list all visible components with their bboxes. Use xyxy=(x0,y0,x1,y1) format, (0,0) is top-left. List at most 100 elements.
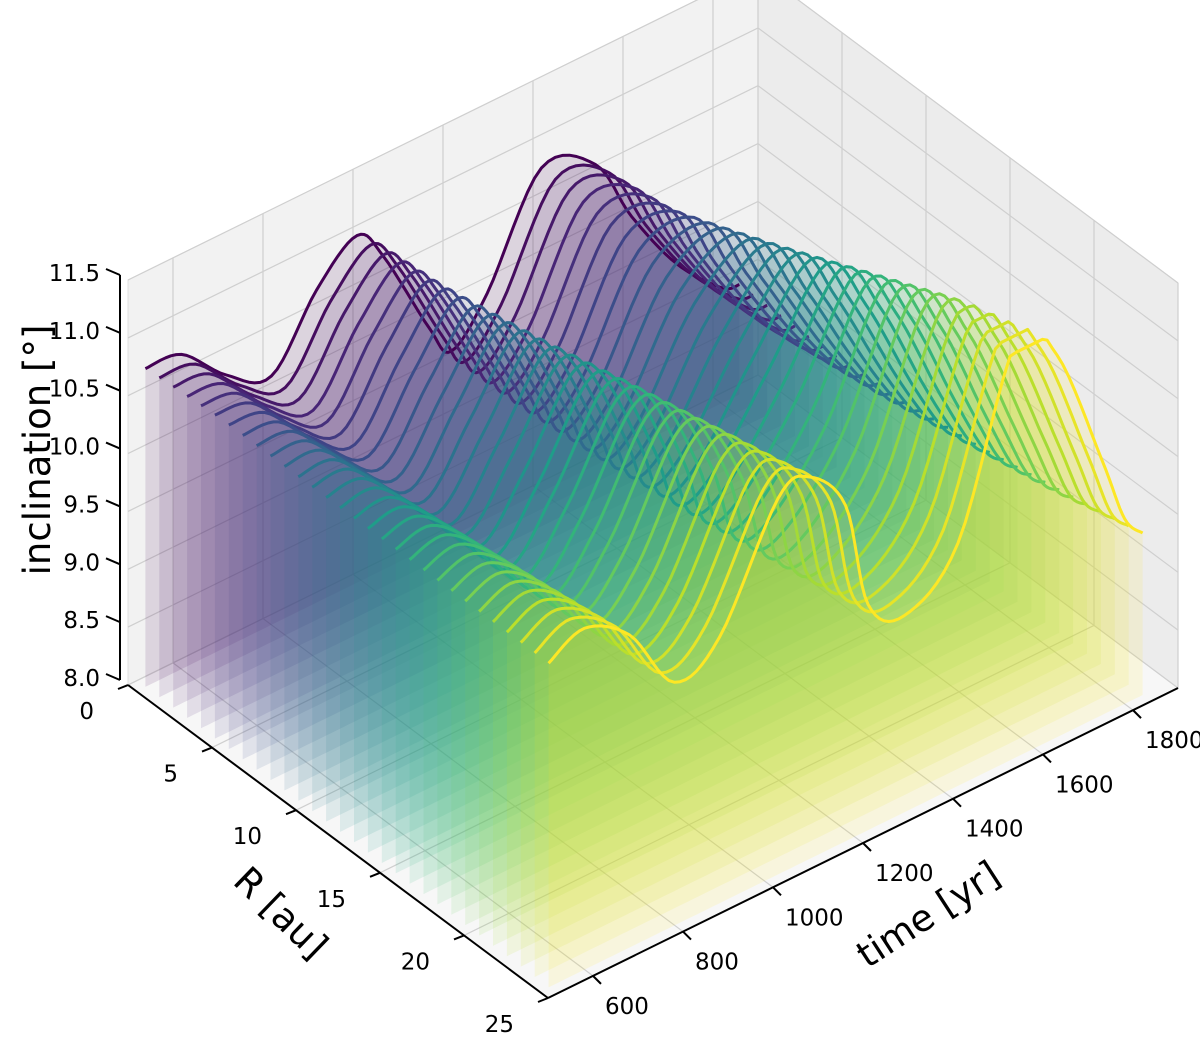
curtain-5 xyxy=(214,203,809,739)
y-tick-label-2: 10 xyxy=(233,824,262,850)
series-line-6 xyxy=(228,209,824,451)
y-tick-2 xyxy=(285,809,297,816)
series-line-19 xyxy=(408,274,1005,591)
grid-z-2 xyxy=(127,258,1179,573)
z-tick-6 xyxy=(105,325,121,334)
curtain-24 xyxy=(479,298,1074,936)
z-tick-1 xyxy=(105,615,121,624)
z-tick-4 xyxy=(105,441,121,450)
grid-x-floor-0 xyxy=(172,662,594,977)
z-tick-label-6: 11.0 xyxy=(49,319,100,345)
series-line-17 xyxy=(380,265,977,572)
z-tick-label-3: 9.5 xyxy=(63,492,100,518)
series-line-1 xyxy=(158,163,754,396)
x-tick-0 xyxy=(592,975,602,985)
grid-x-floor-1 xyxy=(262,618,684,933)
series-line-15 xyxy=(353,255,949,550)
x-tick-label-3: 1200 xyxy=(875,861,934,887)
x-tick-6 xyxy=(1132,709,1142,719)
x-tick-3 xyxy=(862,842,872,852)
series-line-7 xyxy=(242,215,838,462)
z-tick-2 xyxy=(105,557,121,566)
z-tick-label-1: 8.5 xyxy=(63,608,100,634)
y-tick-0 xyxy=(117,684,129,690)
series-line-29 xyxy=(547,337,1144,684)
x-tick-label-5: 1600 xyxy=(1055,772,1114,798)
y-tick-3 xyxy=(369,871,381,878)
data-curves xyxy=(144,153,1144,684)
curtain-21 xyxy=(437,284,1032,905)
series-line-18 xyxy=(394,269,991,582)
grid-x-floor-4 xyxy=(532,485,954,800)
curtain-4 xyxy=(201,193,795,729)
grid-z-4 xyxy=(127,142,1179,458)
y-tick-label-0: 0 xyxy=(79,699,94,725)
x-tick-2 xyxy=(772,886,782,896)
z-axis-title: inclination [°] xyxy=(16,325,59,576)
x-tick-label-6: 1800 xyxy=(1145,728,1200,754)
x-tick-1 xyxy=(682,930,692,941)
series-line-21 xyxy=(436,283,1032,610)
curtain-1 xyxy=(159,165,754,698)
y-tick-label-3: 15 xyxy=(317,887,346,913)
tick-labels: 600 800 1000 1200 1400 1600 1800 0 5 10 15 20 25 8.0 8… xyxy=(49,261,1200,1038)
y-axis-line xyxy=(127,684,549,999)
z-tick-3 xyxy=(105,499,121,508)
series-line-23 xyxy=(464,292,1060,628)
curtain-12 xyxy=(312,243,907,812)
series-line-20 xyxy=(422,279,1018,600)
z-tick-0 xyxy=(105,673,121,681)
x-tick-label-0: 600 xyxy=(605,994,649,1020)
grid-z-0 xyxy=(127,374,1179,689)
y-tick-1 xyxy=(201,746,213,753)
series-line-27 xyxy=(519,320,1116,666)
series-line-26 xyxy=(505,312,1102,656)
z-tick-label-4: 10.0 xyxy=(49,435,100,461)
grid-x-floor-2 xyxy=(352,573,774,888)
series-line-28 xyxy=(533,327,1130,675)
grid-y-floor-2 xyxy=(295,499,927,811)
x-tick-label-2: 1000 xyxy=(785,905,844,931)
y-tick-5 xyxy=(537,997,549,1003)
curtain-3 xyxy=(187,184,782,718)
series-line-24 xyxy=(478,297,1074,638)
grid-z-6 xyxy=(127,27,1179,342)
curtain-11 xyxy=(298,238,893,801)
series-line-16 xyxy=(367,260,963,561)
grid-z-5 xyxy=(127,84,1179,400)
curtain-0 xyxy=(145,155,740,687)
curtain-14 xyxy=(340,252,934,832)
y-tick-4 xyxy=(453,934,465,941)
z-tick-label-7: 11.5 xyxy=(49,261,100,287)
grid-z-7 xyxy=(127,0,1179,284)
curtain-23 xyxy=(465,293,1060,926)
curtain-fills xyxy=(145,155,1143,988)
curtain-29 xyxy=(548,339,1143,988)
curtain-13 xyxy=(326,248,921,822)
z-tick-5 xyxy=(105,383,121,392)
y-tick-label-5: 25 xyxy=(485,1012,514,1038)
series-line-0 xyxy=(144,153,740,385)
series-line-5 xyxy=(214,201,810,440)
z-tick-label-5: 10.5 xyxy=(49,377,100,403)
curtain-20 xyxy=(423,280,1018,895)
curtain-8 xyxy=(256,222,851,770)
series-line-22 xyxy=(450,287,1046,619)
x-tick-5 xyxy=(1042,753,1052,764)
curtain-25 xyxy=(493,305,1087,946)
y-tick-label-4: 20 xyxy=(401,949,430,975)
curtain-17 xyxy=(381,266,976,864)
z-tick-label-2: 9.0 xyxy=(63,550,100,576)
x-tick-4 xyxy=(952,798,962,808)
axes xyxy=(105,268,1179,1003)
x-tick-label-1: 800 xyxy=(695,950,739,976)
series-line-25 xyxy=(491,304,1088,647)
curtain-28 xyxy=(534,329,1129,977)
curtain-7 xyxy=(242,217,837,760)
curtain-10 xyxy=(284,233,879,791)
curtain-15 xyxy=(354,257,948,843)
series-line-4 xyxy=(200,192,796,429)
curtain-2 xyxy=(173,174,768,708)
curtain-26 xyxy=(506,314,1101,957)
grid-x-floor-6 xyxy=(712,396,1134,711)
